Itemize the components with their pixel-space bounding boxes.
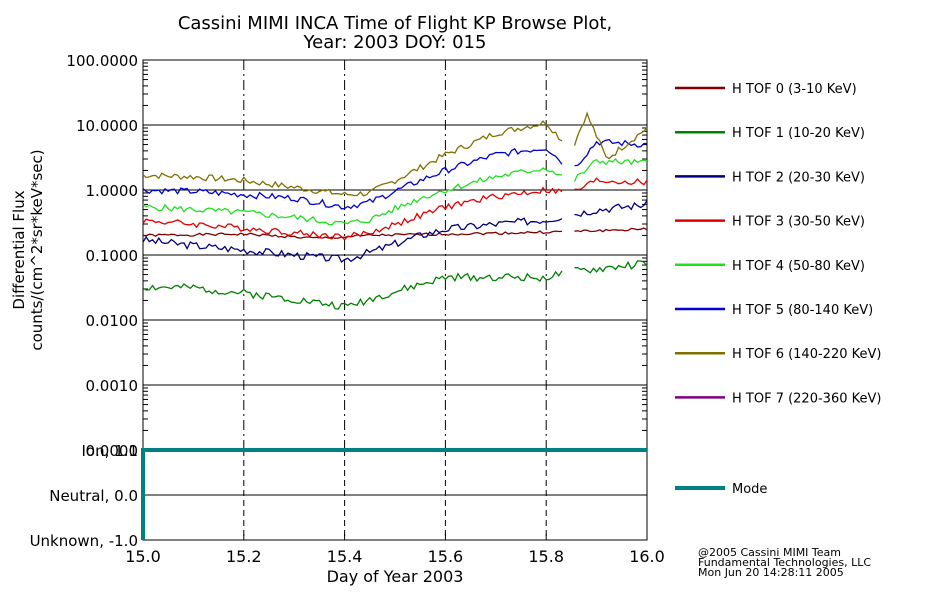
series-h-tof-5-80-140-kev-seg0 (142, 147, 563, 210)
xtick-label-2: 15.4 (327, 547, 363, 566)
credits: @2005 Cassini MIMI Team Fundamental Tech… (698, 546, 871, 579)
top-panel-series (142, 111, 648, 310)
legend-label-h-tof-4-50-80-kev: H TOF 4 (50-80 KeV) (732, 259, 865, 274)
credit-line-1: @2005 Cassini MIMI Team (698, 546, 841, 559)
series-h-tof-0-3-10-kev-seg1 (574, 227, 648, 233)
series-h-tof-3-30-50-kev-seg0 (142, 186, 563, 241)
legend-label-mode: Mode (732, 482, 767, 497)
series-h-tof-6-140-220-kev-seg0 (142, 120, 563, 197)
top-ytick-label-4: 0.0100 (86, 312, 139, 330)
series-h-tof-6-140-220-kev-seg1 (573, 111, 648, 160)
plot-title-line2: Year: 2003 DOY: 015 (303, 32, 487, 53)
top-ytick-label-0: 100.0000 (66, 52, 138, 70)
series-h-tof-1-10-20-kev-seg1 (574, 260, 648, 274)
x-axis-label: Day of Year 2003 (327, 567, 464, 586)
series-h-tof-4-50-80-kev-seg1 (573, 158, 648, 182)
bottom-ytick-label-2: Unknown, -1.0 (30, 532, 138, 550)
top-ytick-label-1: 10.0000 (76, 117, 138, 135)
top-panel-yticks: 100.0000 10.0000 1.0000 0.1000 0.0100 0.0010 0… (66, 52, 138, 460)
xtick-label-1: 15.2 (226, 547, 262, 566)
top-ytick-label-3: 0.1000 (86, 247, 139, 265)
bottom-panel-xticks: 15.0 15.2 15.4 15.6 15.8 16.0 (125, 534, 665, 566)
y-axis-label-line2: counts/(cm^2*sr*keV*sec) (28, 149, 46, 350)
y-axis-label-line1: Differential Flux (10, 190, 28, 309)
series-h-tof-1-10-20-kev-seg0 (142, 270, 563, 310)
legend-label-h-tof-7-220-360-kev: H TOF 7 (220-360 KeV) (732, 391, 881, 406)
series-h-tof-0-3-10-kev-seg0 (142, 230, 563, 239)
legend-label-h-tof-1-10-20-kev: H TOF 1 (10-20 KeV) (732, 126, 865, 141)
xtick-label-0: 15.0 (125, 547, 161, 566)
bottom-panel-series (141, 448, 647, 540)
legend-label-h-tof-6-140-220-kev: H TOF 6 (140-220 KeV) (732, 347, 881, 362)
top-ytick-label-6: 0.0001 (86, 442, 139, 460)
legend-label-h-tof-0-3-10-kev: H TOF 0 (3-10 KeV) (732, 82, 857, 97)
credit-line-2: Fundamental Technologies, LLC (698, 556, 871, 569)
series-h-tof-2-20-30-kev-seg1 (574, 200, 648, 217)
top-ytick-label-5: 0.0010 (86, 377, 139, 395)
bottom-panel-yticks: Ion, 1.0 Neutral, 0.0 Unknown, -1.0 (30, 442, 138, 550)
plot-title-line1: Cassini MIMI INCA Time of Flight KP Brow… (178, 13, 612, 34)
bottom-ytick-label-0: Ion, 1.0 (82, 442, 139, 460)
series-h-tof-4-50-80-kev-seg0 (142, 167, 563, 226)
credit-line-3: Mon Jun 20 14:28:11 2005 (698, 566, 844, 579)
series-mode (141, 448, 647, 540)
series-h-tof-3-30-50-kev-seg1 (574, 177, 648, 191)
series-h-tof-5-80-140-kev-seg1 (574, 138, 648, 167)
series-h-tof-2-20-30-kev-seg0 (142, 217, 563, 264)
bottom-ytick-label-1: Neutral, 0.0 (49, 487, 138, 505)
legend-label-h-tof-2-20-30-kev: H TOF 2 (20-30 KeV) (732, 170, 865, 185)
legend-label-h-tof-3-30-50-kev: H TOF 3 (30-50 KeV) (732, 215, 865, 230)
xtick-label-4: 15.8 (528, 547, 564, 566)
xtick-label-5: 16.0 (629, 547, 665, 566)
legend: H TOF 0 (3-10 KeV) H TOF 1 (10-20 KeV) H T… (675, 82, 881, 497)
top-panel-grid (143, 59, 647, 451)
bottom-panel-grid (143, 449, 647, 541)
legend-label-h-tof-5-80-140-kev: H TOF 5 (80-140 KeV) (732, 303, 873, 318)
xtick-label-3: 15.6 (428, 547, 464, 566)
top-panel: 100.0000 10.0000 1.0000 0.1000 0.0100 0.0010 0… (10, 52, 648, 460)
top-ytick-label-2: 1.0000 (86, 182, 139, 200)
